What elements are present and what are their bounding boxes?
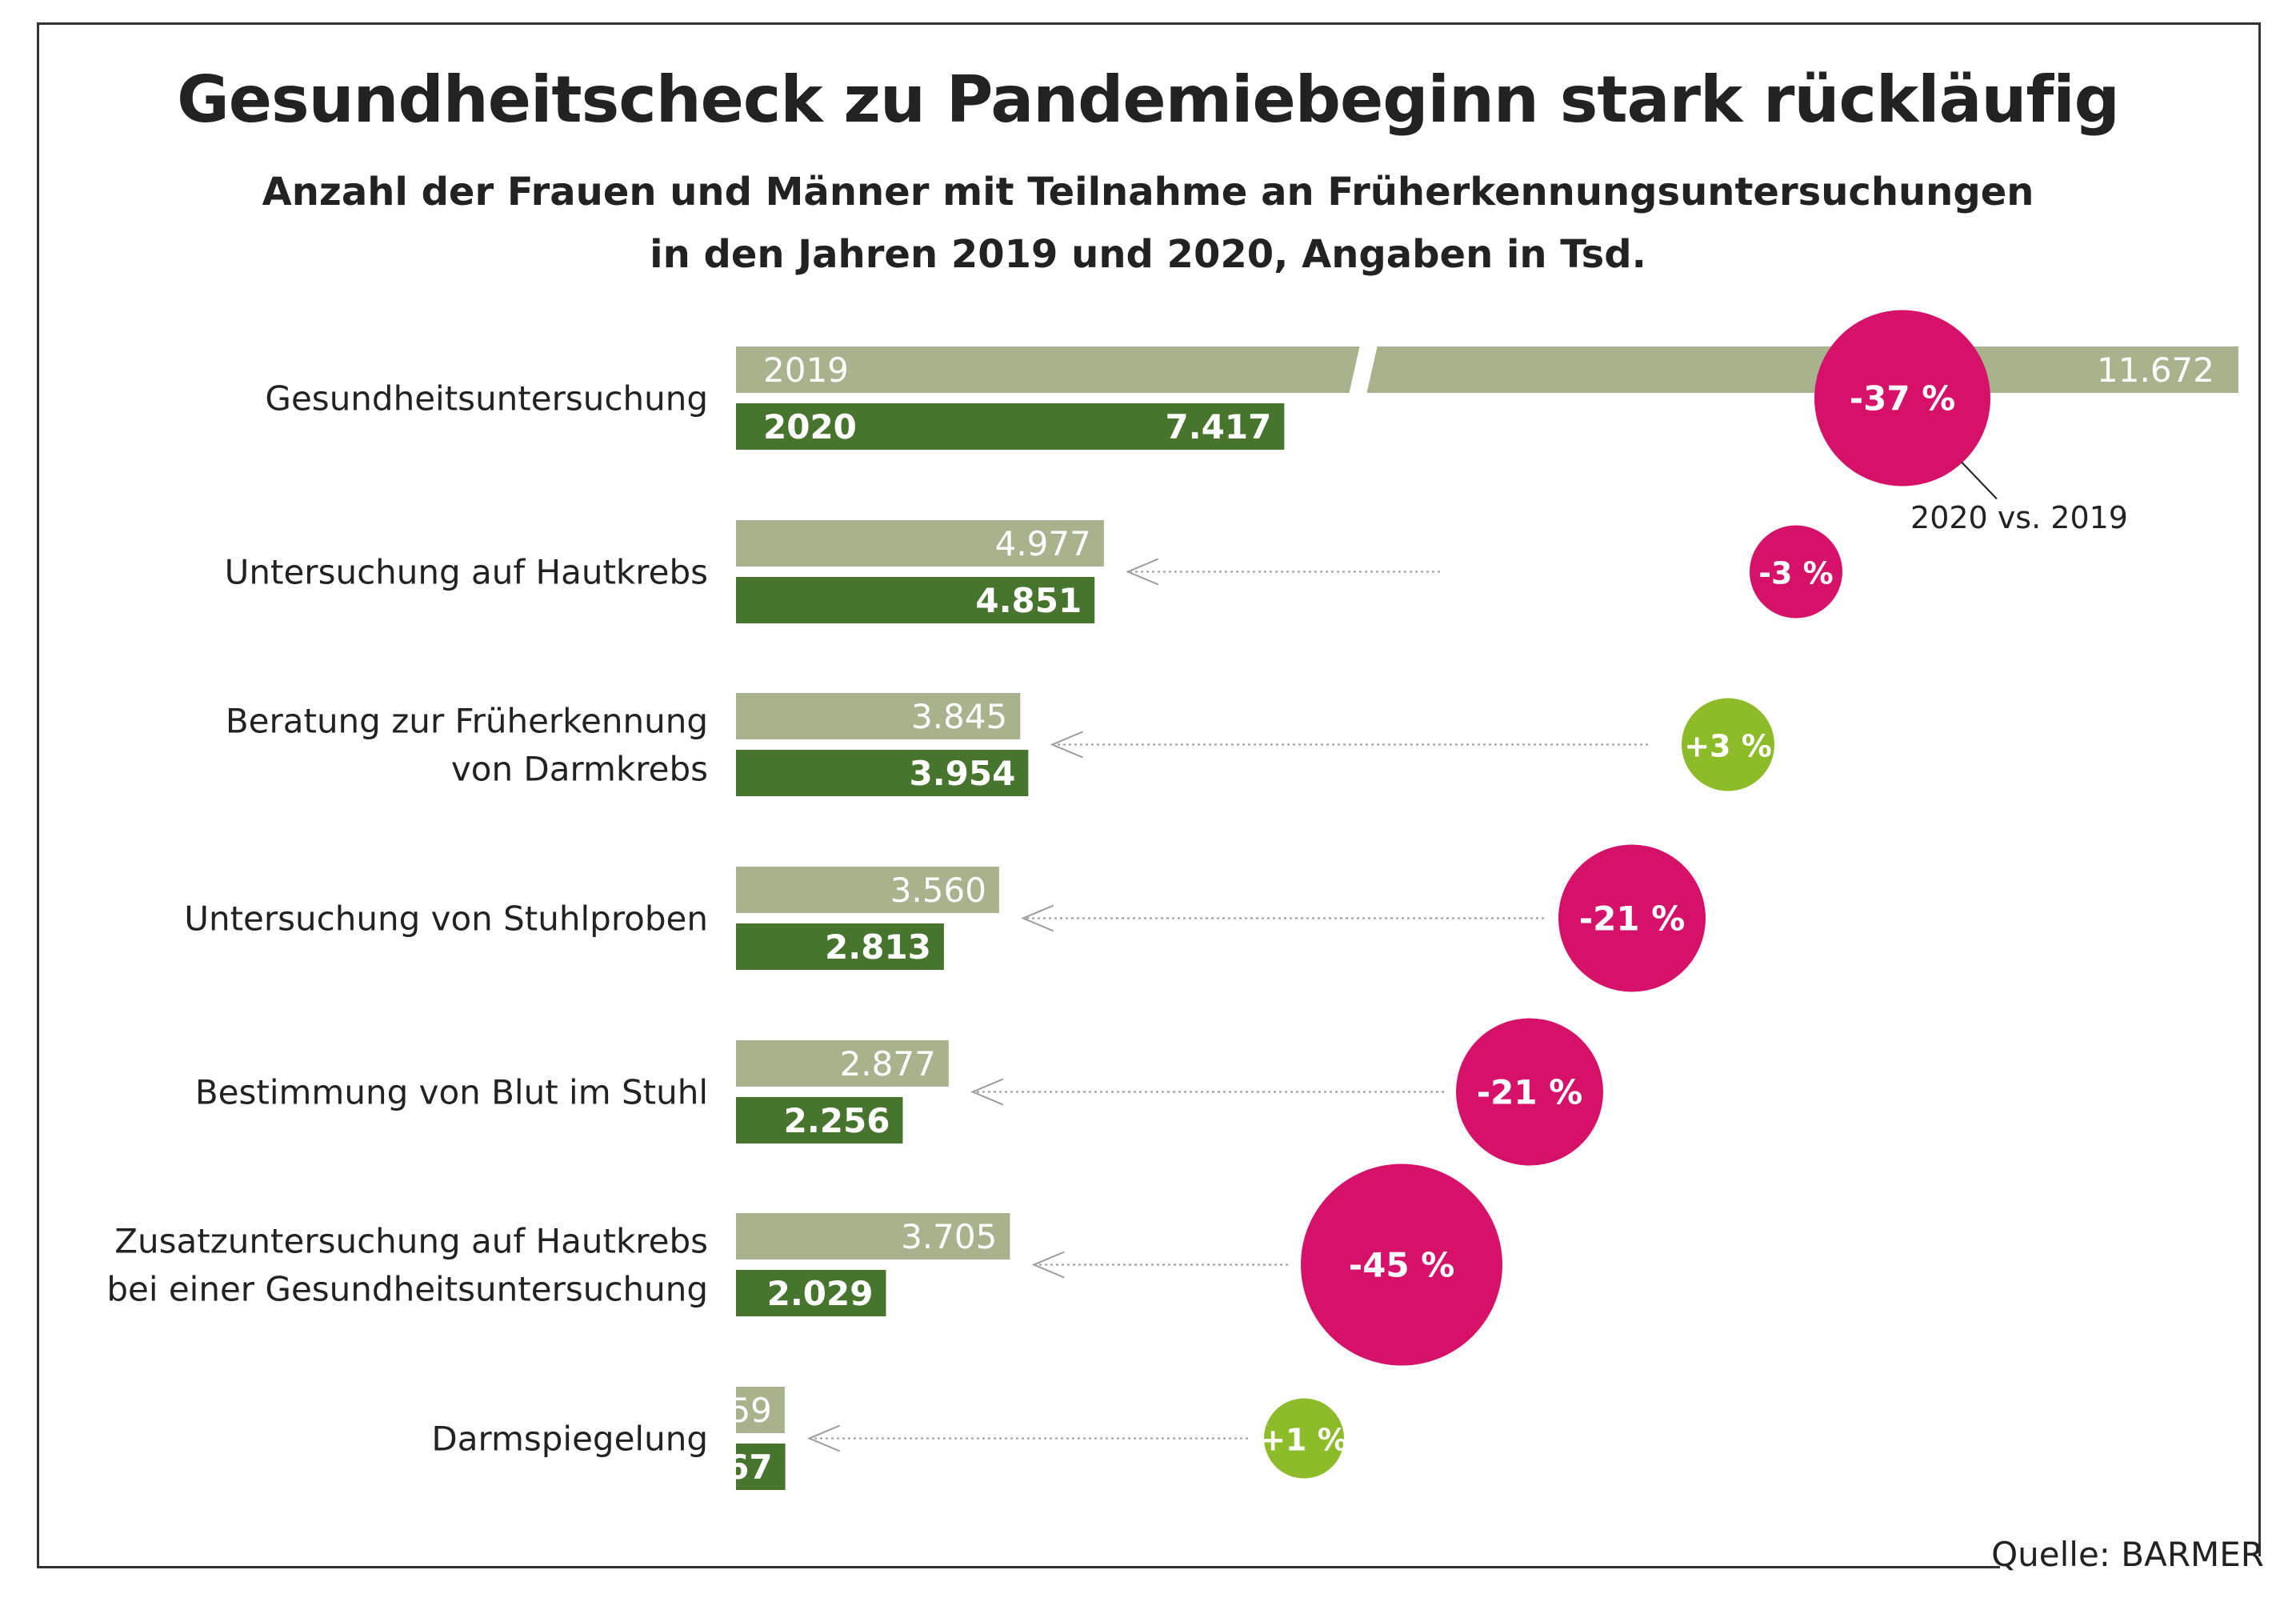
bar-2020: [736, 1270, 886, 1316]
series-label-2019: 2019: [763, 350, 849, 390]
bar-2019: [736, 867, 999, 913]
category-label: Darmspiegelung: [431, 1420, 708, 1459]
chart-subtitle-line1: Anzahl der Frauen und Männer mit Teilnah…: [262, 170, 2034, 214]
data-label-2019: 3.845: [911, 697, 1007, 736]
arrow-head: [1021, 904, 1054, 932]
change-bubble: [1814, 310, 1990, 487]
axis-break: [1349, 345, 1378, 394]
bar-2020: [736, 750, 1029, 796]
data-label-2020: 4.851: [975, 581, 1082, 620]
change-label: -37 %: [1850, 379, 1956, 419]
data-label-2019: 4.977: [995, 524, 1091, 563]
change-label: -45 %: [1349, 1246, 1455, 1285]
bar-2020: [736, 1097, 903, 1143]
arrow-head: [1031, 1251, 1065, 1279]
chart-frame: [37, 22, 2261, 1568]
series-label-2020: 2020: [763, 407, 857, 447]
data-label-2020: 2.813: [825, 927, 931, 967]
chart-title: Gesundheitscheck zu Pandemiebeginn stark…: [177, 62, 2120, 137]
bar-2020: [736, 923, 944, 970]
category-label: von Darmkrebs: [451, 750, 708, 789]
arrow-head: [970, 1078, 1004, 1106]
arrow-head: [807, 1424, 841, 1452]
bar-2020: [736, 403, 1285, 450]
data-label-2020: 2.256: [784, 1101, 890, 1140]
change-bubble: [1682, 698, 1774, 791]
bar-2019: [736, 1040, 949, 1087]
bar-2019: [736, 1213, 1010, 1260]
data-label-2020: 3.954: [909, 754, 1015, 793]
chart-subtitle-line2: in den Jahren 2019 und 2020, Angaben in …: [650, 232, 1646, 277]
data-label-2019: 3.705: [901, 1217, 997, 1256]
bar-2019: [736, 693, 1021, 739]
bar-2020: [736, 577, 1095, 623]
data-label-2019: 659: [708, 1391, 772, 1430]
bar-2019-end: [2072, 346, 2227, 393]
change-bubble: [1558, 844, 1706, 992]
category-label: Gesundheitsuntersuchung: [265, 379, 708, 419]
bar-2019: [736, 1387, 785, 1433]
change-bubble: [1750, 525, 1842, 619]
change-label: -21 %: [1477, 1073, 1583, 1112]
data-label-2019: 3.560: [890, 871, 986, 910]
frame-gap: [2000, 1556, 2264, 1588]
bar-2020: [736, 1444, 786, 1490]
change-label: -21 %: [1579, 899, 1686, 939]
data-label-2020: 2.029: [767, 1274, 874, 1313]
change-bubble: [1264, 1398, 1344, 1479]
change-bubble: [1456, 1018, 1603, 1166]
bar-2019: [736, 520, 1104, 567]
annotation-note: 2020 vs. 2019: [1910, 500, 2128, 535]
source-note: Quelle: BARMER: [1991, 1535, 2264, 1574]
category-label: Zusatzuntersuchung auf Hautkrebs: [114, 1222, 708, 1261]
data-label-2020: 7.417: [1165, 407, 1271, 447]
bar-2019: [736, 346, 2238, 393]
change-label: +1 %: [1260, 1423, 1348, 1458]
change-bubble: [1301, 1163, 1502, 1366]
annotation-leader: [1961, 461, 1998, 500]
bar-2019-break-tail: [1387, 346, 1432, 393]
category-label: Untersuchung von Stuhlproben: [184, 899, 708, 939]
arrow-head: [1050, 731, 1083, 759]
data-label-2020: 667: [702, 1448, 773, 1487]
change-label: +3 %: [1684, 729, 1772, 764]
category-label: Beratung zur Früherkennung: [226, 702, 708, 741]
arrow-head: [1126, 558, 1159, 586]
data-label-2019: 2.877: [840, 1044, 936, 1083]
data-label-2019-end: 11.672: [2097, 350, 2214, 390]
category-label: bei einer Gesundheitsuntersuchung: [106, 1270, 708, 1309]
change-label: -3 %: [1758, 556, 1834, 591]
category-label: Bestimmung von Blut im Stuhl: [195, 1073, 708, 1112]
category-label: Untersuchung auf Hautkrebs: [225, 553, 708, 592]
